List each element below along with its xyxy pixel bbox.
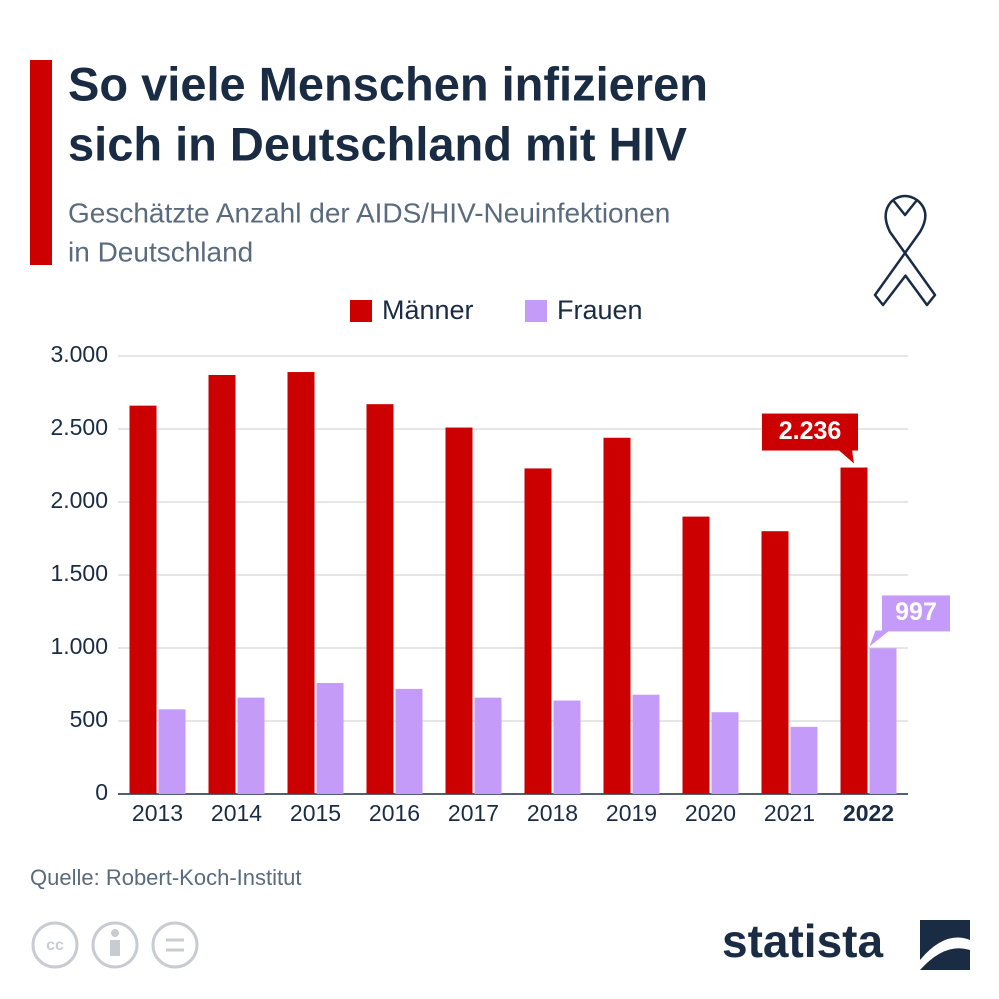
bar [158, 709, 186, 794]
x-tick-label: 2017 [448, 800, 499, 826]
bar [287, 372, 315, 794]
x-tick-label: 2015 [290, 800, 341, 826]
data-label: 997 [895, 598, 937, 626]
y-tick-label: 2.500 [50, 414, 108, 440]
license-icons: cc [31, 921, 199, 969]
legend-label: Frauen [557, 295, 643, 325]
bar [553, 700, 581, 794]
callout-box [882, 595, 950, 632]
x-tick-label: 2016 [369, 800, 420, 826]
legend-swatch [350, 300, 372, 322]
legend-label: Männer [382, 295, 474, 325]
data-label: 2.236 [779, 417, 842, 445]
bar [840, 467, 868, 794]
chart-title: sich in Deutschland mit HIV [68, 117, 688, 170]
x-tick-label: 2018 [527, 800, 578, 826]
x-tick-label: 2019 [606, 800, 657, 826]
bar [474, 697, 502, 794]
chart-subtitle: Geschätzte Anzahl der AIDS/HIV-Neuinfekt… [68, 197, 670, 228]
bar [869, 648, 897, 794]
bar [316, 683, 344, 794]
bar [603, 437, 631, 794]
bar [237, 697, 265, 794]
bar [632, 694, 660, 794]
y-tick-label: 3.000 [50, 341, 108, 367]
svg-text:cc: cc [46, 937, 64, 954]
legend-swatch [525, 300, 547, 322]
bar [790, 726, 818, 794]
y-tick-label: 2.000 [50, 487, 108, 513]
bar [208, 374, 236, 794]
x-tick-label: 2014 [211, 800, 262, 826]
y-tick-label: 0 [95, 779, 108, 805]
callout-pointer [869, 630, 890, 647]
bar [445, 427, 473, 794]
callout-box [762, 413, 858, 451]
logo-mark [920, 920, 970, 970]
ribbon-icon [873, 194, 937, 307]
bar [129, 405, 157, 794]
chart-subtitle: in Deutschland [68, 236, 253, 267]
x-tick-label: 2022 [843, 800, 894, 826]
bar [524, 468, 552, 794]
y-tick-label: 500 [70, 706, 108, 732]
bar [761, 531, 789, 794]
accent-bar [30, 60, 52, 265]
y-tick-label: 1.500 [50, 560, 108, 586]
logo: statista [722, 915, 883, 967]
chart-title: So viele Menschen infizieren [68, 57, 708, 110]
source: Quelle: Robert-Koch-Institut [30, 865, 301, 890]
x-tick-label: 2013 [132, 800, 183, 826]
bar [366, 404, 394, 794]
bar [395, 688, 423, 794]
x-tick-label: 2020 [685, 800, 736, 826]
x-tick-label: 2021 [764, 800, 815, 826]
callout-pointer [838, 449, 854, 464]
y-tick-label: 1.000 [50, 633, 108, 659]
bar [682, 516, 710, 794]
bar [711, 712, 739, 794]
